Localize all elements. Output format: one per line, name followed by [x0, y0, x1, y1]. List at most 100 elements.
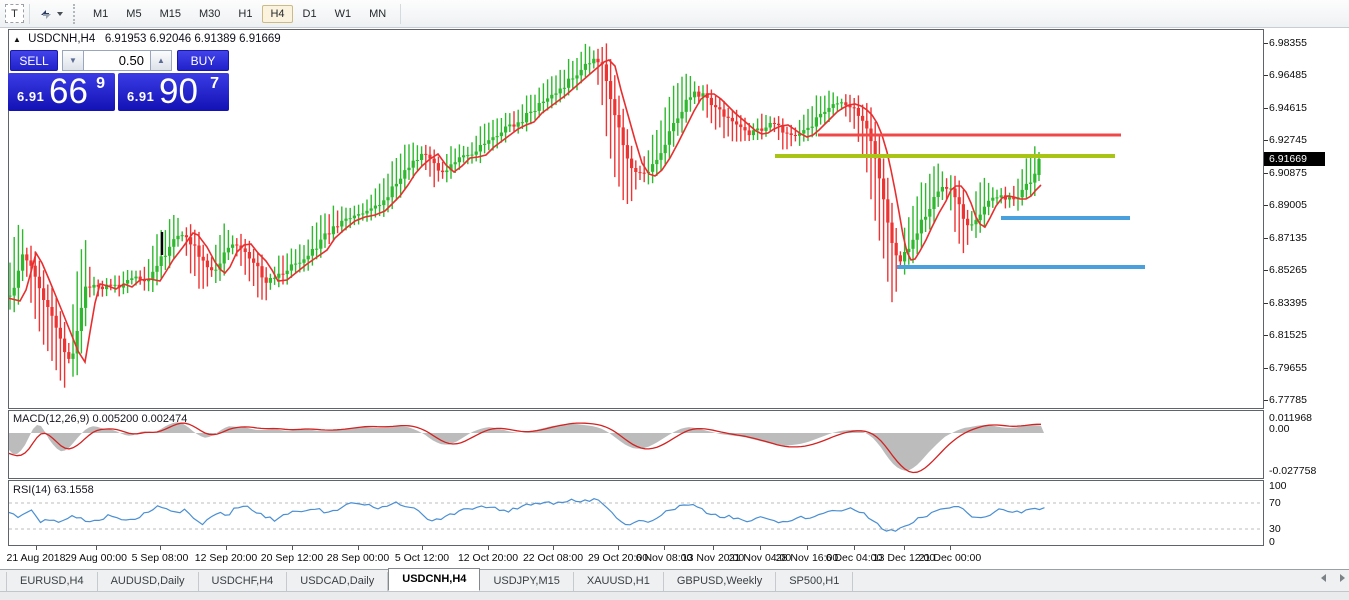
- timeframe-button-h1[interactable]: H1: [238, 7, 253, 20]
- price-axis-label: 6.79655: [1269, 362, 1307, 374]
- price-axis-label: 6.96485: [1269, 69, 1307, 81]
- chart-tab-usdchf-h4[interactable]: USDCHF,H4: [199, 572, 288, 591]
- ask-big-digits: 90: [159, 72, 198, 111]
- diagonal-arrows-icon: [41, 9, 51, 19]
- price-tick: [1264, 140, 1268, 141]
- chart-tab-usdcnh-h4[interactable]: USDCNH,H4: [388, 568, 481, 591]
- macd-axis-label: 0.011968: [1269, 412, 1313, 424]
- time-tick: [488, 546, 489, 550]
- volume-decrease-button[interactable]: ▼: [62, 50, 84, 71]
- ask-pip-digit: 7: [210, 75, 219, 92]
- time-axis-label: 5 Sep 08:00: [131, 552, 189, 564]
- time-tick: [36, 546, 37, 550]
- time-tick: [422, 546, 423, 550]
- time-tick: [292, 546, 293, 550]
- time-axis-label: 12 Sep 20:00: [194, 552, 258, 564]
- ask-prefix: 6.91: [127, 89, 155, 104]
- symbol-tab-bar: EURUSD,H4 AUDUSD,Daily USDCHF,H4 USDCAD,Dai…: [0, 568, 1349, 591]
- rsi-axis-label: 30: [1269, 523, 1281, 535]
- tab-scroll-right-icon[interactable]: [1340, 574, 1345, 582]
- collapse-triangle-icon[interactable]: ▲: [13, 35, 21, 44]
- macd-chart[interactable]: [9, 411, 1263, 478]
- rsi-chart[interactable]: [9, 481, 1263, 545]
- volume-increase-button[interactable]: ▲: [150, 50, 172, 71]
- chart-symbol-header: ▲ USDCNH,H4 6.91953 6.92046 6.91389 6.91…: [13, 33, 281, 45]
- time-axis-label: 6 Nov 08:00: [635, 552, 693, 564]
- price-axis-label: 6.94615: [1269, 102, 1307, 114]
- price-tick: [1264, 108, 1268, 109]
- time-tick: [160, 546, 161, 550]
- price-tick: [1264, 238, 1268, 239]
- buy-button[interactable]: BUY: [177, 50, 229, 71]
- price-axis-label: 6.98355: [1269, 37, 1307, 49]
- bid-quote[interactable]: 6.91 66 9: [8, 72, 115, 111]
- time-axis-label: 13 Nov 20:00: [681, 552, 745, 564]
- chart-tab-xauusd-h1[interactable]: XAUUSD,H1: [574, 572, 664, 591]
- price-axis-label: 6.92745: [1269, 134, 1307, 146]
- time-tick: [226, 546, 227, 550]
- price-tick: [1264, 368, 1268, 369]
- price-tick: [1264, 303, 1268, 304]
- price-axis-label: 6.90875: [1269, 167, 1307, 179]
- price-tick: [1264, 205, 1268, 206]
- ask-quote[interactable]: 6.91 90 7: [118, 72, 229, 111]
- timeframe-button-d1[interactable]: D1: [302, 7, 317, 20]
- chart-tab-usdcad-daily[interactable]: USDCAD,Daily: [287, 572, 389, 591]
- timeframe-button-w1[interactable]: W1: [334, 7, 352, 20]
- price-tick: [1264, 173, 1268, 174]
- text-tool-icon[interactable]: T: [5, 4, 24, 23]
- tab-scroll-left-icon[interactable]: [1321, 574, 1326, 582]
- candlestick-chart[interactable]: [9, 30, 1263, 408]
- time-axis-label: 21 Aug 2018: [6, 552, 66, 564]
- price-axis-label: 6.89005: [1269, 199, 1307, 211]
- timeframe-button-m15[interactable]: M15: [159, 7, 181, 20]
- bid-pip-digit: 9: [96, 75, 105, 92]
- one-click-trade-panel: SELL ▼ ▲ BUY 6.91 66 9 6.91 90 7: [8, 50, 230, 111]
- status-bar: [0, 591, 1349, 600]
- volume-input[interactable]: [84, 50, 150, 71]
- time-axis-label: 29 Oct 20:00: [587, 552, 649, 564]
- time-tick: [664, 546, 665, 550]
- arrows-tool-button[interactable]: [35, 5, 67, 23]
- toolbar-separator: [400, 3, 402, 24]
- rsi-axis-label: 100: [1269, 480, 1287, 492]
- time-axis-label: 12 Oct 20:00: [457, 552, 519, 564]
- macd-panel[interactable]: [8, 410, 1264, 479]
- chart-tab-eurusd-h4[interactable]: EURUSD,H4: [6, 572, 98, 591]
- time-axis-label: 21 Dec 00:00: [918, 552, 982, 564]
- rsi-axis-label: 70: [1269, 497, 1281, 509]
- macd-label: MACD(12,26,9) 0.005200 0.002474: [13, 413, 188, 425]
- time-tick: [807, 546, 808, 550]
- timeframe-button-h4[interactable]: H4: [262, 4, 293, 23]
- rsi-axis-label: 0: [1269, 536, 1275, 548]
- time-tick: [760, 546, 761, 550]
- chart-tab-gbpusd-weekly[interactable]: GBPUSD,Weekly: [664, 572, 777, 591]
- price-tick: [1264, 400, 1268, 401]
- rsi-panel[interactable]: [8, 480, 1264, 546]
- chart-tab-audusd-daily[interactable]: AUDUSD,Daily: [98, 572, 199, 591]
- toolbar-separator: [29, 3, 30, 24]
- macd-axis-label: -0.027758: [1269, 465, 1317, 477]
- chart-tab-sp500-h1[interactable]: SP500,H1: [776, 572, 854, 591]
- sell-button[interactable]: SELL: [10, 50, 58, 71]
- bid-big-digits: 66: [49, 72, 88, 111]
- time-tick: [358, 546, 359, 550]
- time-tick: [713, 546, 714, 550]
- macd-axis-label: 0.00: [1269, 423, 1290, 435]
- top-toolbar: T M1 M5 M15 M30 H1 H4 D1 W1 MN: [0, 0, 1349, 28]
- chart-tab-usdjpy-m15[interactable]: USDJPY,M15: [480, 572, 574, 591]
- timeframe-button-mn[interactable]: MN: [369, 7, 387, 20]
- time-axis-label: 21 Nov 04:00: [728, 552, 792, 564]
- price-tick: [1264, 335, 1268, 336]
- timeframe-button-m30[interactable]: M30: [198, 7, 221, 20]
- time-axis-label: 13 Dec 12:00: [872, 552, 936, 564]
- time-tick: [950, 546, 951, 550]
- time-tick: [553, 546, 554, 550]
- time-tick: [854, 546, 855, 550]
- timeframe-button-m1[interactable]: M1: [93, 7, 109, 20]
- timeframe-button-m5[interactable]: M5: [126, 7, 142, 20]
- current-price-tag: 6.91669: [1264, 152, 1325, 166]
- price-axis-label: 6.83395: [1269, 297, 1307, 309]
- time-axis-label: 28 Sep 00:00: [326, 552, 390, 564]
